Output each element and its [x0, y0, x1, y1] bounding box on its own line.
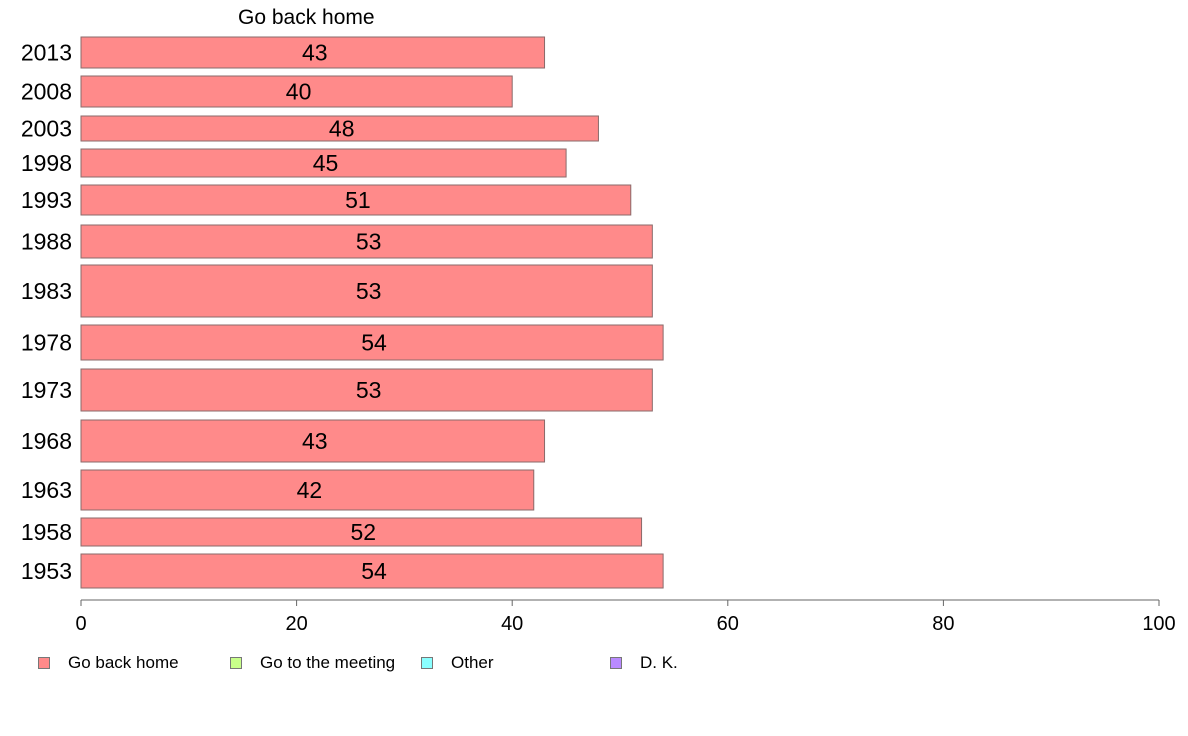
category-label-2003: 2003	[21, 116, 72, 142]
category-label-1968: 1968	[21, 428, 72, 454]
legend-item-dk: D. K.	[610, 652, 678, 674]
category-label-1953: 1953	[21, 558, 72, 584]
category-label-1973: 1973	[21, 377, 72, 403]
legend-label-dk: D. K.	[640, 653, 678, 672]
category-label-1993: 1993	[21, 187, 72, 213]
data-label-1973: 53	[356, 377, 382, 403]
data-label-1953: 54	[361, 558, 387, 584]
legend-swatch-dk	[610, 657, 622, 669]
x-tick-label-60: 60	[717, 613, 739, 635]
bar-1993	[80, 184, 632, 216]
legend-item-other: Other	[421, 652, 494, 674]
legend-label-other: Other	[451, 653, 494, 672]
panel-title: Go back home	[238, 6, 375, 29]
data-label-1963: 42	[297, 477, 323, 503]
category-label-1983: 1983	[21, 278, 72, 304]
data-label-1998: 45	[313, 150, 339, 176]
category-label-1998: 1998	[21, 150, 72, 176]
category-label-1963: 1963	[21, 477, 72, 503]
category-label-1978: 1978	[21, 330, 72, 356]
x-tick-label-100: 100	[1142, 613, 1175, 635]
data-label-2013: 43	[302, 40, 328, 66]
bar-1968	[80, 419, 546, 463]
category-label-2013: 2013	[21, 40, 72, 66]
legend-swatch-go-back-home	[38, 657, 50, 669]
bar-1953	[80, 553, 664, 589]
legend-swatch-other	[421, 657, 433, 669]
legend-item-go-to-the-meeting: Go to the meeting	[230, 652, 395, 674]
data-label-1958: 52	[350, 519, 376, 545]
bar-2013	[80, 36, 546, 69]
bar-1988	[80, 224, 653, 259]
legend-swatch-go-to-the-meeting	[230, 657, 242, 669]
category-label-1958: 1958	[21, 519, 72, 545]
legend-label-go-to-the-meeting: Go to the meeting	[260, 653, 396, 672]
bar-1973	[80, 368, 653, 412]
bar-2003	[80, 115, 599, 142]
legend-label-go-back-home: Go back home	[68, 653, 179, 672]
bar-1998	[80, 148, 567, 178]
data-label-1993: 51	[345, 187, 371, 213]
category-label-1988: 1988	[21, 229, 72, 255]
data-label-1968: 43	[302, 428, 328, 454]
x-tick-label-80: 80	[932, 613, 954, 635]
x-tick-label-40: 40	[501, 613, 523, 635]
data-label-1988: 53	[356, 229, 382, 255]
data-label-1983: 53	[356, 278, 382, 304]
data-label-2003: 48	[329, 116, 355, 142]
x-tick-label-20: 20	[285, 613, 307, 635]
data-label-2008: 40	[286, 79, 312, 105]
bar-1963	[80, 469, 535, 511]
bar-1983	[80, 264, 653, 318]
category-label-2008: 2008	[21, 79, 72, 105]
legend-item-go-back-home: Go back home	[38, 652, 179, 674]
bar-2008	[80, 75, 513, 108]
bar-1958	[80, 517, 643, 547]
x-tick-label-0: 0	[75, 613, 86, 635]
bar-1978	[80, 324, 664, 361]
legend: Go back home Go to the meeting Other D. …	[38, 652, 738, 676]
data-label-1978: 54	[361, 330, 387, 356]
